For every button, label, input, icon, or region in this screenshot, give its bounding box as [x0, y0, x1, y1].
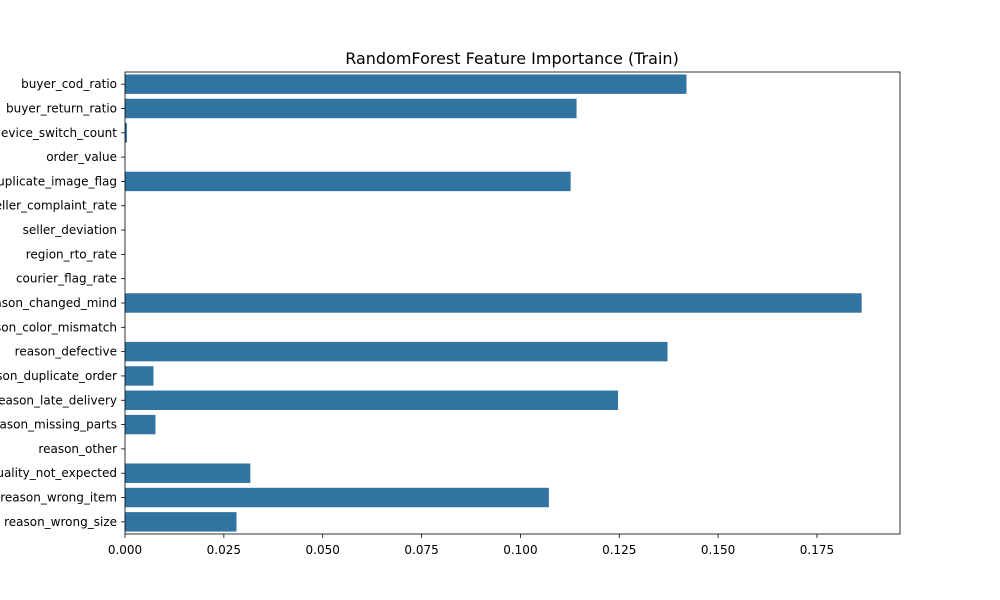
- bar-reason-late-delivery: [125, 390, 619, 410]
- x-tick-label: 0.175: [800, 543, 834, 557]
- y-tick-label: reason_color_mismatch: [0, 320, 117, 334]
- bar-buyer-return-ratio: [125, 98, 577, 119]
- y-tick-label: reason_missing_parts: [0, 418, 117, 432]
- x-tick-label: 0.150: [701, 543, 735, 557]
- axes-frame: [124, 71, 901, 535]
- y-tick-label: reason_changed_mind: [0, 296, 117, 310]
- y-tick-label: order_value: [46, 150, 117, 164]
- y-tick-label: region_rto_rate: [26, 247, 117, 261]
- y-tick-label: seller_deviation: [23, 223, 117, 237]
- bar-reason-missing-parts: [125, 414, 156, 435]
- y-tick-label: reason_quality_not_expected: [0, 466, 117, 480]
- x-tick-label: 0.000: [108, 543, 142, 557]
- y-tick-label: duplicate_image_flag: [0, 174, 117, 188]
- bar-buyer-cod-ratio: [125, 74, 687, 94]
- y-tick-label: reason_other: [38, 442, 117, 456]
- bar-reason-changed-mind: [125, 293, 862, 313]
- y-tick-label: seller_complaint_rate: [0, 199, 117, 213]
- y-tick-label: buyer_cod_ratio: [21, 77, 117, 91]
- y-tick-label: device_switch_count: [0, 126, 117, 140]
- bar-reason-duplicate-order: [125, 366, 154, 386]
- plot-area: buyer_cod_ratio buyer_return_ratio device_…: [0, 71, 901, 557]
- y-tick-label: reason_duplicate_order: [0, 369, 117, 383]
- x-tick-label: 0.125: [602, 543, 636, 557]
- bar-device-switch-count: [125, 123, 127, 143]
- y-tick-label: reason_wrong_item: [0, 491, 117, 505]
- y-tick-label: buyer_return_ratio: [6, 101, 117, 115]
- bar-reason-quality-not-expected: [125, 463, 251, 483]
- x-tick-label: 0.100: [503, 543, 537, 557]
- y-tick-label: courier_flag_rate: [16, 272, 117, 286]
- x-tick-label: 0.075: [404, 543, 438, 557]
- x-tick-label: 0.025: [207, 543, 241, 557]
- bar-reason-wrong-item: [125, 487, 549, 508]
- y-tick-label: reason_wrong_size: [4, 515, 117, 529]
- chart-title: RandomForest Feature Importance (Train): [345, 49, 679, 68]
- bar-duplicate-image-flag: [125, 171, 571, 192]
- bar-reason-defective: [125, 341, 668, 362]
- y-tick-label: reason_late_delivery: [0, 393, 117, 407]
- x-tick-label: 0.050: [306, 543, 340, 557]
- y-tick-label: reason_defective: [15, 345, 117, 359]
- bar-reason-wrong-size: [125, 512, 237, 532]
